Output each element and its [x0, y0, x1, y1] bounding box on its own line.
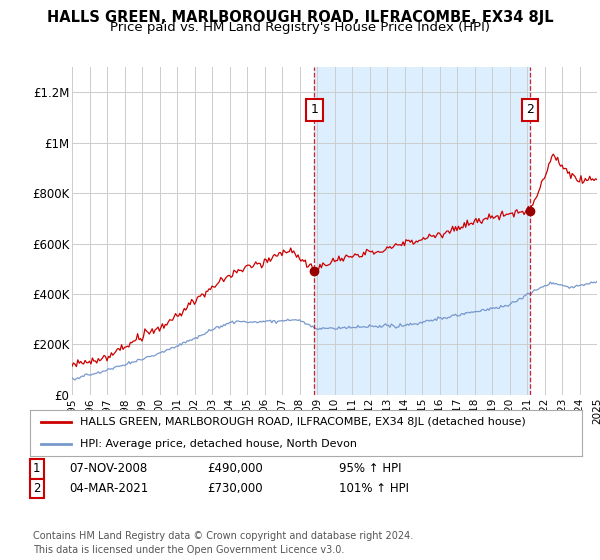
Text: 101% ↑ HPI: 101% ↑ HPI — [339, 482, 409, 495]
Text: 04-MAR-2021: 04-MAR-2021 — [69, 482, 148, 495]
Text: 1: 1 — [33, 462, 41, 475]
Text: Price paid vs. HM Land Registry's House Price Index (HPI): Price paid vs. HM Land Registry's House … — [110, 21, 490, 34]
Text: 95% ↑ HPI: 95% ↑ HPI — [339, 462, 401, 475]
Text: HALLS GREEN, MARLBOROUGH ROAD, ILFRACOMBE, EX34 8JL: HALLS GREEN, MARLBOROUGH ROAD, ILFRACOMB… — [47, 10, 553, 25]
Text: 07-NOV-2008: 07-NOV-2008 — [69, 462, 147, 475]
Text: £490,000: £490,000 — [207, 462, 263, 475]
Bar — [314, 67, 530, 395]
Text: 2: 2 — [526, 103, 534, 116]
Text: HPI: Average price, detached house, North Devon: HPI: Average price, detached house, Nort… — [80, 439, 356, 449]
Text: 1: 1 — [310, 103, 319, 116]
Text: HALLS GREEN, MARLBOROUGH ROAD, ILFRACOMBE, EX34 8JL (detached house): HALLS GREEN, MARLBOROUGH ROAD, ILFRACOMB… — [80, 417, 526, 427]
Text: Contains HM Land Registry data © Crown copyright and database right 2024.
This d: Contains HM Land Registry data © Crown c… — [33, 531, 413, 555]
Text: 2: 2 — [33, 482, 41, 495]
Text: £730,000: £730,000 — [207, 482, 263, 495]
